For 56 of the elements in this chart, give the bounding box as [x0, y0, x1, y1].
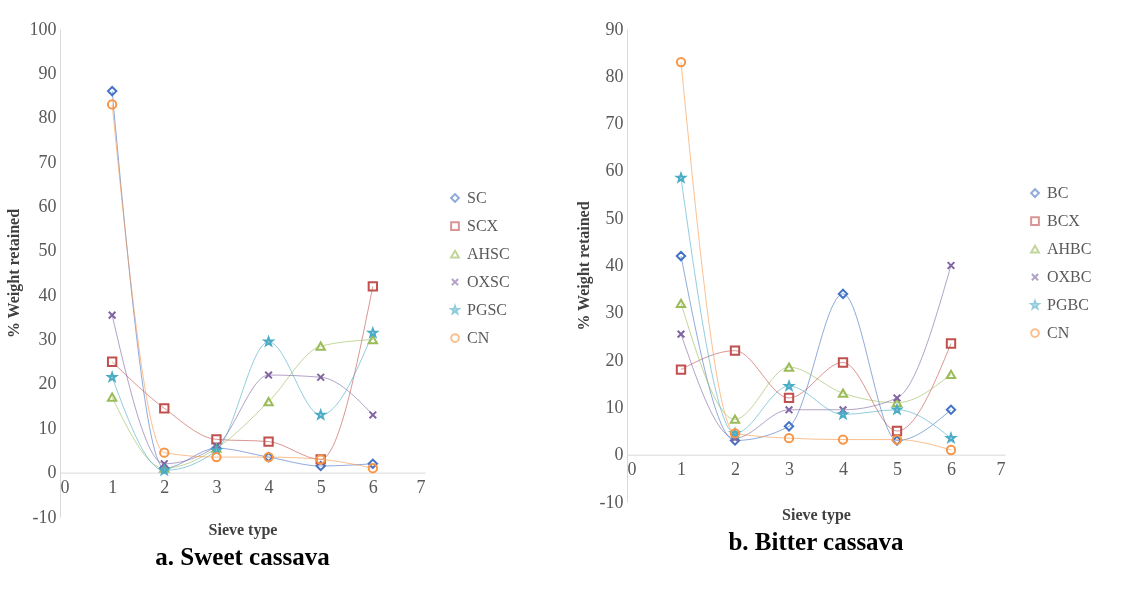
- x-tick-label: 7: [996, 459, 1006, 480]
- y-axis-title: % Weight retained: [4, 208, 23, 339]
- legend-label: SC: [467, 189, 487, 207]
- x-tick-label: 6: [947, 459, 956, 480]
- y-tick-label: 90: [605, 18, 624, 39]
- y-tick-label: -10: [599, 491, 624, 512]
- legend-label: SCX: [467, 217, 499, 235]
- y-tick-label: 10: [605, 396, 624, 417]
- x-tick-label: 3: [785, 459, 794, 480]
- y-tick-label: 10: [38, 417, 57, 438]
- x-tick-label: 0: [627, 459, 637, 480]
- y-tick-label: 20: [38, 373, 57, 394]
- legend-label: OXSC: [467, 273, 510, 291]
- text: a. Sweet cassava: [155, 543, 331, 570]
- y-tick-label: 70: [38, 151, 57, 172]
- y-tick-label: -10: [32, 506, 57, 527]
- legend-label: AHSC: [467, 245, 510, 263]
- y-tick-label: 40: [605, 255, 624, 275]
- legend-label: OXBC: [1047, 268, 1092, 286]
- y-tick-label: 100: [29, 18, 57, 39]
- x-tick-label: 0: [60, 477, 70, 498]
- y-tick-label: 0: [614, 444, 624, 465]
- x-tick-label: 5: [893, 459, 902, 480]
- x-tick-label: 1: [677, 459, 686, 480]
- x-tick-label: 7: [416, 477, 426, 498]
- y-tick-label: 50: [38, 240, 57, 261]
- text: b. Bitter cassava: [728, 528, 905, 555]
- y-tick-label: 30: [605, 302, 624, 323]
- y-tick-label: 50: [605, 207, 624, 228]
- y-tick-label: 70: [605, 113, 624, 134]
- legend-label: BC: [1047, 184, 1069, 202]
- y-tick-label: 20: [605, 349, 624, 370]
- legend-label: CN: [1047, 324, 1070, 342]
- x-tick-label: 2: [160, 477, 170, 498]
- legend-label: PGSC: [467, 301, 508, 319]
- x-tick-label: 5: [316, 477, 326, 498]
- legend-label: AHBC: [1047, 240, 1092, 258]
- x-axis-title: Sieve type: [782, 505, 851, 524]
- x-tick-label: 1: [108, 477, 118, 498]
- x-tick-label: 3: [212, 477, 222, 498]
- y-tick-label: 80: [38, 107, 57, 128]
- y-tick-label: 40: [38, 284, 57, 305]
- x-axis-title: Sieve type: [208, 520, 278, 539]
- y-tick-label: 60: [605, 160, 624, 181]
- legend-label: PGBC: [1047, 296, 1089, 314]
- y-axis-title: % Weight retained: [574, 201, 593, 331]
- x-tick-label: 6: [368, 477, 378, 498]
- x-tick-label: 2: [731, 459, 740, 480]
- y-tick-label: 60: [38, 195, 57, 216]
- x-tick-label: 4: [839, 459, 848, 480]
- legend-label: BCX: [1047, 212, 1081, 230]
- x-tick-label: 4: [264, 477, 274, 498]
- y-tick-label: 80: [605, 65, 624, 86]
- y-tick-label: 30: [38, 329, 57, 350]
- y-tick-label: 90: [38, 62, 57, 83]
- legend-label: CN: [467, 329, 490, 347]
